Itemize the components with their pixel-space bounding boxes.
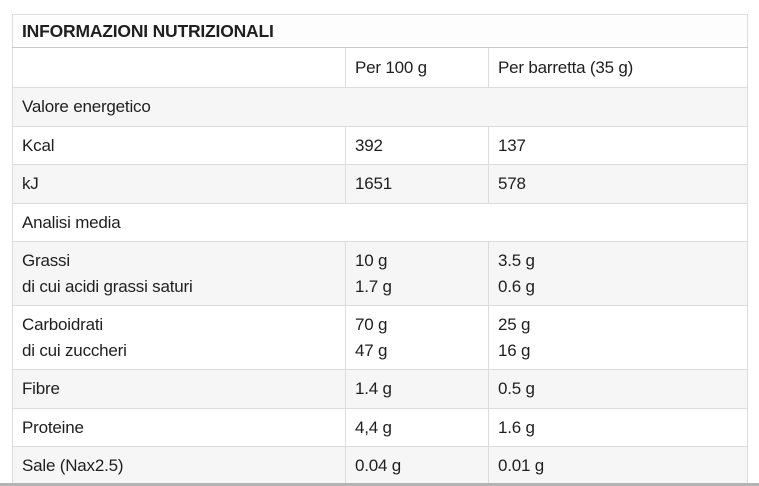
value-per-100g: 0.04 g [345,446,489,486]
value-per-100g: 10 g 1.7 g [345,241,489,307]
section-label: Analisi media [11,202,749,243]
section-label: Valore energetico [11,87,749,127]
column-header-per-100g: Per 100 g [345,47,489,89]
section-row-analisi-media: Analisi media [11,202,749,243]
value-per-barretta: 3.5 g 0.6 g [487,241,749,307]
row-label: kJ [12,164,346,204]
nutrition-table: INFORMAZIONI NUTRIZIONALI Per 100 g Per … [11,13,749,486]
table-title: INFORMAZIONI NUTRIZIONALI [11,13,749,49]
value-per-100g: 70 g 47 g [345,305,489,371]
row-label: Grassi di cui acidi grassi saturi [12,241,346,307]
row-label: Proteine [12,407,346,448]
value-per-barretta: 0.5 g [487,369,749,409]
row-label: Fibre [12,369,346,409]
row-label-sub: di cui acidi grassi saturi [22,276,193,296]
table-row-kj: kJ 1651 578 [12,164,749,204]
row-label: Carboidrati di cui zuccheri [12,305,346,371]
row-label-main: Grassi [22,251,70,271]
table-row-proteine: Proteine 4,4 g 1.6 g [12,407,749,448]
row-label: Sale (Nax2.5) [12,446,346,486]
column-header-empty [12,47,346,89]
table-row-title: INFORMAZIONI NUTRIZIONALI [11,13,749,49]
value-per-barretta: 1.6 g [487,407,749,448]
column-header-per-barretta: Per barretta (35 g) [487,47,749,89]
row-label-sub: di cui zuccheri [22,340,127,360]
section-row-valore-energetico: Valore energetico [11,87,749,127]
value-per-100g: 392 [345,125,489,166]
value-per-100g: 1.4 g [345,369,489,409]
row-label-main: Carboidrati [22,315,103,335]
table-row-fibre: Fibre 1.4 g 0.5 g [12,369,749,409]
table-row-column-headers: Per 100 g Per barretta (35 g) [12,47,749,89]
value-per-100g: 1651 [345,164,489,204]
page-bottom-divider [0,483,759,486]
table-row-carboidrati: Carboidrati di cui zuccheri 70 g 47 g 25… [12,305,749,371]
table-row-kcal: Kcal 392 137 [12,125,749,166]
table-row-grassi: Grassi di cui acidi grassi saturi 10 g 1… [12,241,749,307]
table-row-sale: Sale (Nax2.5) 0.04 g 0.01 g [12,446,749,486]
value-per-barretta: 0.01 g [487,446,749,486]
value-per-barretta: 25 g 16 g [487,305,749,371]
row-label: Kcal [12,125,346,166]
value-per-barretta: 137 [487,125,749,166]
value-per-100g: 4,4 g [345,407,489,448]
value-per-barretta: 578 [487,164,749,204]
